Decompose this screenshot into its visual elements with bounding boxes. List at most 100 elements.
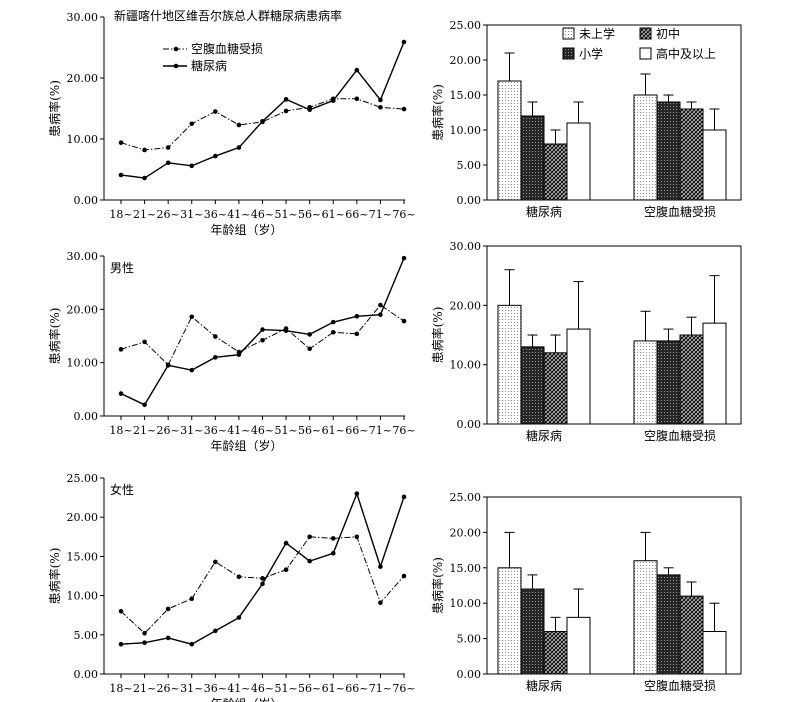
data-point — [142, 402, 147, 408]
x-tick-label: 56~ — [298, 682, 321, 695]
x-axis-label: 年龄组（岁） — [210, 438, 282, 453]
x-tick-label: 21~ — [133, 424, 156, 437]
x-tick-label: 31~ — [180, 682, 203, 695]
y-tick-label: 20.00 — [450, 299, 482, 312]
data-point — [378, 600, 383, 605]
y-tick-label: 5.00 — [74, 629, 99, 642]
series-line — [120, 304, 405, 366]
data-point — [165, 635, 171, 641]
x-tick-label: 51~ — [274, 208, 297, 221]
legend-swatch — [562, 47, 575, 60]
data-point — [401, 106, 407, 112]
data-point — [213, 559, 218, 565]
y-tick-label: 10.00 — [450, 124, 482, 137]
y-tick-label: 30.00 — [450, 240, 482, 253]
y-tick-label: 20.00 — [67, 303, 99, 316]
x-tick-label: 61~ — [322, 424, 345, 437]
y-tick-label: 5.00 — [457, 633, 482, 646]
data-point — [307, 346, 312, 352]
data-point — [378, 312, 383, 317]
data-point — [165, 160, 171, 166]
data-point — [189, 641, 195, 647]
bar — [702, 129, 727, 201]
x-tick-label: 18~ — [109, 424, 132, 437]
data-point — [330, 536, 336, 541]
y-axis-label: 患病率(%) — [430, 557, 445, 614]
data-point — [213, 334, 218, 339]
data-point — [189, 121, 195, 127]
x-tick-label: 66~ — [345, 424, 368, 437]
x-tick-label: 26~ — [157, 424, 180, 437]
data-point — [118, 608, 124, 614]
legend-marker — [173, 46, 179, 52]
legend-marker — [173, 63, 179, 69]
data-point — [307, 558, 312, 564]
x-tick-label: 76~ — [392, 208, 415, 221]
bar — [566, 122, 591, 201]
data-point — [189, 314, 195, 320]
data-point — [142, 640, 147, 645]
bar — [497, 567, 522, 675]
y-tick-label: 15.00 — [67, 550, 99, 563]
data-point — [330, 98, 336, 103]
data-point — [378, 104, 383, 110]
data-point — [118, 172, 124, 178]
x-tick-label: 36~ — [204, 424, 227, 437]
y-tick-label: 25.00 — [450, 491, 482, 504]
data-point — [165, 145, 171, 150]
x-tick-label: 46~ — [251, 682, 274, 695]
data-point — [260, 119, 265, 124]
data-point — [401, 39, 407, 45]
data-point — [401, 573, 407, 579]
y-tick-label: 20.00 — [67, 72, 99, 85]
x-category-label: 空腹血糖受损 — [644, 678, 716, 693]
legend-label: 未上学 — [579, 26, 615, 41]
data-point — [142, 339, 147, 345]
data-point — [260, 581, 265, 587]
data-point — [260, 327, 265, 332]
x-axis-label: 年龄组（岁） — [210, 696, 282, 702]
data-point — [354, 313, 360, 319]
x-tick-label: 61~ — [322, 682, 345, 695]
data-point — [401, 255, 407, 261]
bar — [702, 631, 727, 675]
data-point — [260, 337, 265, 343]
x-tick-label: 56~ — [298, 424, 321, 437]
series-line — [120, 41, 405, 179]
chart-title: 新疆喀什地区维吾尔族总人群糖尿病患病率 — [114, 8, 342, 23]
x-tick-label: 61~ — [322, 208, 345, 221]
data-point — [236, 352, 242, 357]
y-tick-label: 10.00 — [67, 357, 99, 370]
x-tick-label: 18~ — [109, 208, 132, 221]
bar — [520, 588, 545, 675]
series-line — [120, 98, 405, 151]
data-point — [118, 391, 124, 396]
y-tick-label: 0.00 — [74, 194, 99, 207]
data-point — [330, 329, 336, 335]
x-axis-label: 年龄组（岁） — [210, 222, 282, 237]
y-tick-label: 0.00 — [457, 194, 482, 207]
y-axis-label: 患病率(%) — [430, 307, 445, 364]
bar — [656, 340, 681, 425]
x-tick-label: 26~ — [157, 208, 180, 221]
legend-label: 高中及以上 — [656, 46, 716, 61]
legend-swatch — [639, 27, 652, 40]
data-point — [401, 494, 407, 500]
bar — [497, 304, 522, 425]
y-tick-label: 25.00 — [450, 19, 482, 32]
bar — [566, 328, 591, 425]
y-tick-label: 20.00 — [450, 54, 482, 67]
data-point — [378, 564, 383, 569]
data-point — [283, 108, 289, 114]
y-axis-label: 患病率(%) — [47, 80, 62, 137]
x-tick-label: 26~ — [157, 682, 180, 695]
data-point — [165, 363, 171, 368]
bar — [679, 595, 704, 675]
x-tick-label: 41~ — [227, 208, 250, 221]
data-point — [165, 606, 171, 612]
line-chart-4: 0.00 5.00 10.00 15.00 20.00 25.00 18~ 21~ 26~ 31~… — [47, 472, 416, 702]
data-point — [213, 628, 218, 634]
bar — [702, 322, 727, 425]
bar — [656, 574, 681, 675]
data-point — [118, 347, 124, 352]
